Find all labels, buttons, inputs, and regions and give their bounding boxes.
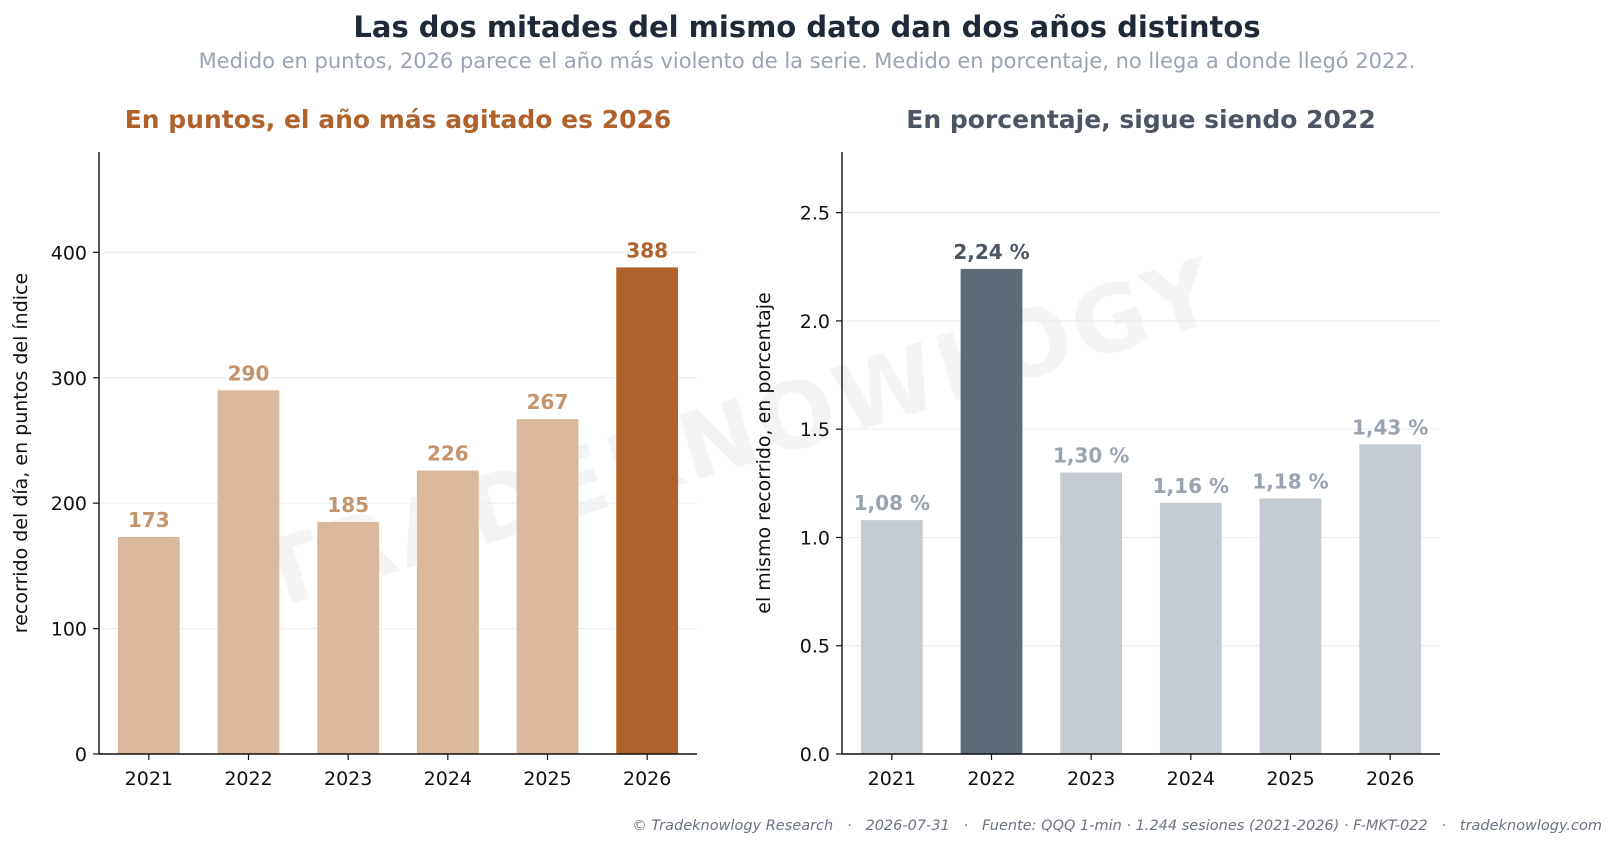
y-tick-label: 2.0 <box>800 311 830 333</box>
x-tick-label: 2025 <box>1266 768 1314 790</box>
data-label-2024: 1,16 % <box>1153 474 1229 498</box>
bar-2025 <box>516 419 579 754</box>
data-label-2025: 1,18 % <box>1252 469 1328 493</box>
x-tick-label: 2025 <box>523 768 571 790</box>
bar-2026 <box>1359 444 1422 754</box>
y-tick-label: 400 <box>51 242 87 264</box>
y-tick-label: 1.0 <box>800 527 830 549</box>
x-tick-label: 2023 <box>324 768 372 790</box>
x-tick-label: 2026 <box>623 768 671 790</box>
data-label-2025: 267 <box>527 390 569 414</box>
x-tick-label: 2021 <box>868 768 916 790</box>
x-tick-label: 2022 <box>224 768 272 790</box>
bar-2023 <box>317 521 380 754</box>
footer-credits: © Tradeknowlogy Research · 2026-07-31 · … <box>632 818 1602 834</box>
bar-2023 <box>1060 472 1123 754</box>
data-label-2022: 290 <box>228 361 270 385</box>
y-axis-label: el mismo recorrido, en porcentaje <box>753 292 775 613</box>
chart-panel-2: En porcentaje, sigue siendo 2022 el mismo… <box>753 105 1440 790</box>
y-tick-label: 200 <box>51 493 87 515</box>
data-label-2024: 226 <box>427 442 469 466</box>
y-tick-label: 1.5 <box>800 419 830 441</box>
y-tick-label: 300 <box>51 368 87 390</box>
chart-panel-1: En puntos, el año más agitado es 2026 rec… <box>10 105 697 790</box>
data-label-2023: 1,30 % <box>1053 443 1129 467</box>
bar-2021 <box>117 537 180 754</box>
figure-title: Las dos mitades del mismo dato dan dos a… <box>353 10 1261 44</box>
data-label-2022: 2,24 % <box>953 240 1029 264</box>
x-tick-label: 2024 <box>424 768 472 790</box>
y-tick-label: 0.5 <box>800 636 830 658</box>
y-tick-label: 0.0 <box>800 744 830 766</box>
panel-title: En porcentaje, sigue siendo 2022 <box>906 105 1375 134</box>
bar-2022 <box>217 390 280 754</box>
data-label-2023: 185 <box>327 493 369 517</box>
data-label-2021: 173 <box>128 508 170 532</box>
bar-2025 <box>1259 498 1322 754</box>
y-tick-label: 100 <box>51 619 87 641</box>
data-label-2021: 1,08 % <box>854 491 930 515</box>
bar-2024 <box>1159 502 1222 754</box>
x-tick-label: 2021 <box>125 768 173 790</box>
x-tick-label: 2026 <box>1366 768 1414 790</box>
y-tick-label: 2.5 <box>800 203 830 225</box>
x-tick-label: 2022 <box>967 768 1015 790</box>
data-label-2026: 1,43 % <box>1352 415 1428 439</box>
bar-2026 <box>616 267 679 754</box>
panel-title: En puntos, el año más agitado es 2026 <box>125 105 672 134</box>
data-label-2026: 388 <box>626 238 668 262</box>
y-tick-label: 0 <box>75 744 87 766</box>
bar-2022 <box>960 268 1023 754</box>
chart-panels: En puntos, el año más agitado es 2026 rec… <box>10 105 1440 790</box>
bar-2024 <box>416 470 479 754</box>
x-tick-label: 2023 <box>1067 768 1115 790</box>
figure-subtitle: Medido en puntos, 2026 parece el año más… <box>198 49 1416 73</box>
bar-2021 <box>860 520 923 754</box>
x-tick-label: 2024 <box>1167 768 1215 790</box>
y-axis-label: recorrido del día, en puntos del índice <box>10 273 32 633</box>
